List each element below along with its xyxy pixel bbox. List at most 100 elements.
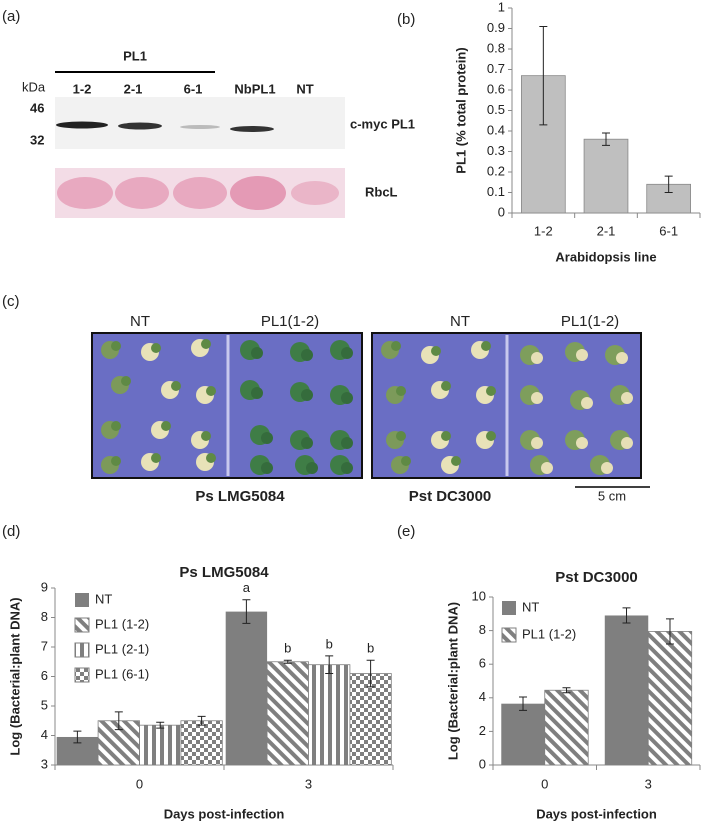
error-bar bbox=[114, 711, 123, 731]
y-axis-label: PL1 (% total protein) bbox=[453, 47, 468, 173]
lane-label: NT bbox=[296, 81, 313, 96]
bar bbox=[225, 611, 268, 765]
plant bbox=[396, 386, 406, 396]
error-bar bbox=[562, 687, 571, 694]
y-tick-label: 4 bbox=[41, 727, 48, 742]
error-bar bbox=[325, 655, 334, 675]
plant bbox=[576, 437, 588, 449]
y-tick-label: 10 bbox=[472, 588, 486, 603]
column-label: PL1(1-2) bbox=[561, 313, 619, 330]
band bbox=[291, 181, 339, 205]
bar bbox=[647, 631, 693, 766]
legend-swatch bbox=[74, 667, 90, 683]
plant bbox=[451, 456, 461, 466]
y-tick-label: 1 bbox=[498, 0, 505, 14]
bar bbox=[583, 138, 629, 214]
y-tick-label: 0.4 bbox=[487, 122, 505, 137]
plant bbox=[301, 349, 313, 361]
plant bbox=[486, 386, 496, 396]
x-tick-label: 0 bbox=[541, 776, 548, 791]
plant bbox=[201, 431, 211, 441]
panel-label: (b) bbox=[397, 11, 415, 28]
panel-label: (c) bbox=[2, 293, 20, 310]
plant bbox=[306, 462, 318, 474]
plant bbox=[621, 392, 633, 404]
y-axis-label: Log (Bacterial:plant DNA) bbox=[445, 602, 460, 760]
bar bbox=[501, 703, 545, 765]
panel-label: (a) bbox=[2, 8, 20, 25]
scale-label: 5 cm bbox=[598, 488, 626, 503]
unit: kDa bbox=[22, 79, 46, 94]
error-bar bbox=[283, 659, 292, 664]
plant bbox=[151, 343, 161, 353]
plant bbox=[111, 341, 121, 351]
group-label: PL1 bbox=[123, 48, 147, 63]
legend-label: PL1 (2-1) bbox=[95, 641, 149, 656]
legend-swatch bbox=[75, 593, 89, 607]
plant bbox=[486, 431, 496, 441]
band bbox=[56, 121, 108, 129]
marker: 46 bbox=[30, 100, 44, 115]
band-label: RbcL bbox=[365, 184, 398, 199]
y-tick-label: 6 bbox=[41, 668, 48, 683]
error-bar bbox=[156, 721, 165, 729]
y-tick-label: 0.9 bbox=[487, 20, 505, 35]
chart-title: Pst DC3000 bbox=[555, 569, 638, 586]
bar bbox=[604, 615, 649, 765]
significance-letter: b bbox=[284, 641, 291, 656]
error-bar bbox=[242, 599, 251, 624]
plant bbox=[261, 462, 273, 474]
panel-label: (e) bbox=[397, 523, 415, 540]
plant bbox=[481, 341, 491, 351]
plant bbox=[601, 462, 613, 474]
y-tick-label: 8 bbox=[479, 622, 486, 637]
plant bbox=[531, 352, 543, 364]
band bbox=[57, 177, 113, 209]
x-tick-label: 3 bbox=[645, 776, 652, 791]
plant bbox=[161, 421, 171, 431]
plant bbox=[576, 349, 588, 361]
x-axis-label: Days post-infection bbox=[164, 806, 285, 821]
strain-label: Ps LMG5084 bbox=[195, 488, 285, 505]
plant bbox=[261, 432, 273, 444]
y-axis-label: Log (Bacterial:plant DNA) bbox=[7, 597, 22, 755]
x-axis-label: Days post-infection bbox=[536, 806, 657, 821]
error-bar bbox=[539, 25, 548, 126]
legend-swatch bbox=[74, 642, 90, 658]
x-tick-label: 0 bbox=[136, 776, 143, 791]
plant bbox=[206, 386, 216, 396]
plant bbox=[441, 431, 451, 441]
error-bar bbox=[366, 659, 375, 688]
plant bbox=[391, 341, 401, 351]
y-tick-label: 0.8 bbox=[487, 40, 505, 55]
plant bbox=[341, 392, 353, 404]
error-bar bbox=[197, 715, 206, 726]
error-bar bbox=[519, 696, 528, 711]
column-label: PL1(1-2) bbox=[261, 313, 319, 330]
legend-label: PL1 (1-2) bbox=[95, 616, 149, 631]
plant bbox=[581, 397, 593, 409]
legend-label: PL1 (6-1) bbox=[95, 666, 149, 681]
plant bbox=[441, 381, 451, 391]
bar bbox=[349, 673, 392, 766]
column-label: NT bbox=[130, 313, 150, 330]
band bbox=[230, 176, 286, 210]
y-tick-label: 0 bbox=[498, 204, 505, 219]
plant bbox=[541, 462, 553, 474]
plant bbox=[301, 389, 313, 401]
lane-label: NbPL1 bbox=[234, 81, 275, 96]
error-bar bbox=[73, 730, 82, 744]
y-tick-label: 0.2 bbox=[487, 163, 505, 178]
panel-c: (c) NT PL1(1-2) NT PL1(1-2) Ps LMG5084 P… bbox=[2, 293, 650, 505]
error-bar bbox=[664, 175, 673, 193]
strain-label: Pst DC3000 bbox=[409, 488, 492, 505]
plant bbox=[301, 437, 313, 449]
y-tick-label: 4 bbox=[479, 689, 486, 704]
plant bbox=[341, 437, 353, 449]
error-bar bbox=[602, 132, 610, 146]
plant bbox=[201, 339, 211, 349]
plant bbox=[251, 347, 263, 359]
band bbox=[118, 122, 162, 130]
significance-letter: b bbox=[326, 636, 333, 651]
